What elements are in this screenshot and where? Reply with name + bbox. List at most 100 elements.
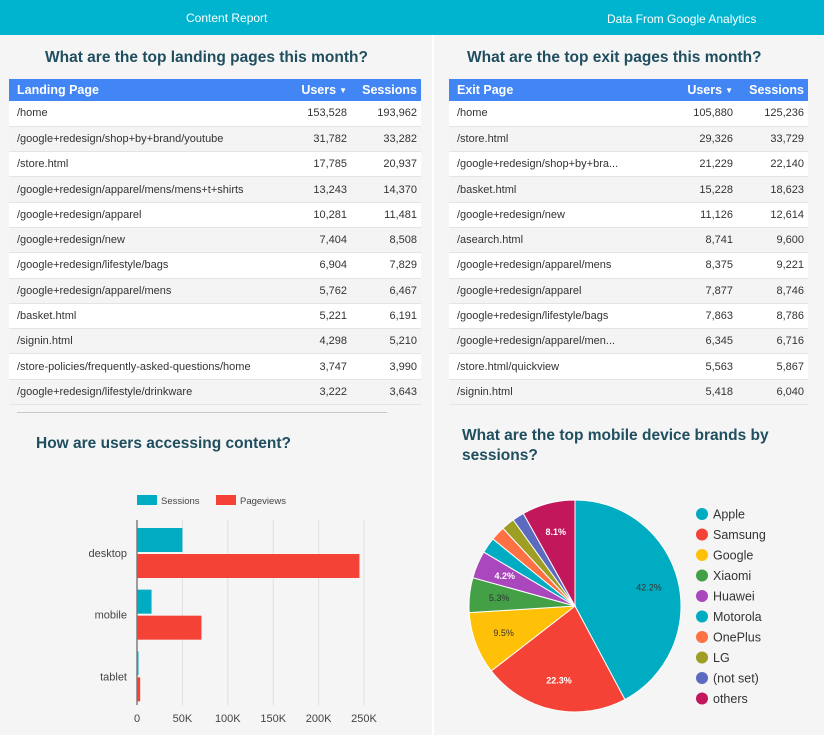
users-cell: 10,281 [279,202,351,228]
users-cell: 105,880 [659,101,737,127]
page-path-cell: /basket.html [449,176,659,203]
users-cell: 7,404 [279,227,351,254]
page-path-cell: /asearch.html [449,227,659,254]
bar-pageviews-desktop[interactable] [137,554,360,578]
exit-pages-table: Exit Page Users ▼ Sessions /home 105,880 12… [449,79,808,406]
bar-pageviews-mobile[interactable] [137,615,202,640]
users-cell: 6,904 [279,252,351,279]
slice-label: 8.1% [546,527,567,537]
sessions-cell: 3,643 [351,379,421,406]
users-cell: 7,863 [659,303,737,330]
page-path-cell: /google+redesign/shop+by+brand/youtube [9,126,279,153]
table-row[interactable]: /store-policies/frequently-asked-questio… [9,353,421,380]
sessions-column-header[interactable]: Sessions [351,79,421,101]
category-label: tablet [100,671,127,683]
users-column-header[interactable]: Users ▼ [279,79,351,101]
bar-sessions-desktop[interactable] [137,528,183,552]
page-path-cell: /google+redesign/lifestyle/drinkware [9,379,279,406]
table-row[interactable]: /signin.html 4,298 5,210 [9,328,421,355]
sessions-cell: 22,140 [737,151,808,178]
device-category-bar-chart: 0 50K 100K 150K 200K 250K Sessions Pageviews des… [88,495,378,725]
sessions-cell: 18,623 [737,176,808,203]
table-row[interactable]: /google+redesign/apparel 7,877 8,746 [449,278,808,304]
page-path-cell: /store.html/quickview [449,353,659,380]
table-row[interactable]: /google+redesign/lifestyle/drinkware 3,22… [9,379,421,406]
exit-page-column-header[interactable]: Exit Page [449,79,659,101]
sessions-cell: 6,716 [737,328,808,355]
table-row[interactable]: /google+redesign/apparel/mens/mens+t+shi… [9,176,421,203]
table-row[interactable]: /google+redesign/lifestyle/bags 7,863 8,78… [449,303,808,330]
sessions-cell: 3,990 [351,353,421,380]
landing-page-column-header[interactable]: Landing Page [9,79,279,101]
table-row[interactable]: /store.html/quickview 5,563 5,867 [449,353,808,380]
legend-dot [696,508,708,520]
legend-label: OnePlus [713,631,761,645]
page-path-cell: /google+redesign/lifestyle/bags [449,303,659,330]
page-path-cell: /google+redesign/apparel/mens/mens+t+shi… [9,176,279,203]
table-row[interactable]: /asearch.html 8,741 9,600 [449,227,808,254]
table-row[interactable]: /google+redesign/shop+by+brand/youtube 31… [9,126,421,153]
table-row[interactable]: /google+redesign/apparel 10,281 11,481 [9,202,421,228]
users-cell: 153,528 [279,101,351,127]
x-tick-label: 150K [260,713,286,725]
table-row[interactable]: /google+redesign/lifestyle/bags 6,904 7,82… [9,252,421,279]
sessions-cell: 11,481 [351,202,421,228]
sessions-cell: 5,210 [351,328,421,355]
legend-dot [696,610,708,623]
table-row[interactable]: /google+redesign/apparel/mens 8,375 9,221 [449,252,808,279]
data-source-label: Data From Google Analytics [607,12,757,26]
legend-label: (not set) [713,672,759,686]
landing-pages-title: What are the top landing pages this mont… [45,49,368,66]
page-path-cell: /home [9,101,279,127]
mobile-brands-pie-chart: 42.2% 22.3% 9.5% 5.3% 4.2% 8.1% Apple Samsung Go… [468,499,766,713]
sessions-cell: 125,236 [737,101,808,127]
legend-dot [696,692,708,705]
table-row[interactable]: /home 105,880 125,236 [449,101,808,127]
report-header: Content Report Data From Google Analytic… [0,0,824,35]
table-row[interactable]: /store.html 17,785 20,937 [9,151,421,178]
pie-slice-others[interactable] [522,499,576,608]
users-cell: 5,221 [279,303,351,330]
sessions-cell: 12,614 [737,202,808,228]
pie-slice-apple[interactable] [574,499,682,701]
table-row[interactable]: /signin.html 5,418 6,040 [449,379,808,406]
users-cell: 4,298 [279,328,351,355]
table-row[interactable]: /home 153,528 193,962 [9,101,421,127]
landing-pages-table: Landing Page Users ▼ Sessions /home 153,52… [9,79,421,406]
page-path-cell: /google+redesign/lifestyle/bags [9,252,279,279]
users-cell: 6,345 [659,328,737,355]
section-divider [17,412,387,413]
table-row[interactable]: /google+redesign/new 7,404 8,508 [9,227,421,254]
page-path-cell: /signin.html [449,379,659,406]
table-row[interactable]: /google+redesign/new 11,126 12,614 [449,202,808,228]
legend-label: others [713,692,748,706]
users-cell: 31,782 [279,126,351,153]
legend-label: Samsung [713,528,766,542]
bar-sessions-tablet[interactable] [137,651,139,676]
legend-dot [696,549,708,561]
exit-users-column-header[interactable]: Users ▼ [659,79,737,101]
exit-users-header-label: Users [687,83,723,97]
table-row[interactable]: /basket.html 15,228 18,623 [449,176,808,203]
sessions-cell: 8,786 [737,303,808,330]
exit-sessions-column-header[interactable]: Sessions [737,79,808,101]
slice-label: 9.5% [493,628,514,638]
legend-label: Xiaomi [713,569,751,583]
table-row[interactable]: /basket.html 5,221 6,191 [9,303,421,330]
sessions-cell: 8,508 [351,227,421,254]
table-row[interactable]: /store.html 29,326 33,729 [449,126,808,153]
page-path-cell: /home [449,101,659,127]
sessions-cell: 9,600 [737,227,808,254]
table-row[interactable]: /google+redesign/apparel/mens 5,762 6,467 [9,278,421,304]
page-path-cell: /google+redesign/apparel/men... [449,328,659,355]
sessions-cell: 33,729 [737,126,808,153]
bar-pageviews-tablet[interactable] [137,677,141,702]
table-row[interactable]: /google+redesign/apparel/men... 6,345 6,71… [449,328,808,355]
table-row[interactable]: /google+redesign/shop+by+bra... 21,229 22,… [449,151,808,178]
page-path-cell: /google+redesign/new [449,202,659,228]
legend-label: Sessions [161,496,200,507]
x-tick-label: 50K [173,713,193,725]
bar-sessions-mobile[interactable] [137,589,152,614]
pie-slice-samsung[interactable] [490,605,626,713]
users-cell: 29,326 [659,126,737,153]
